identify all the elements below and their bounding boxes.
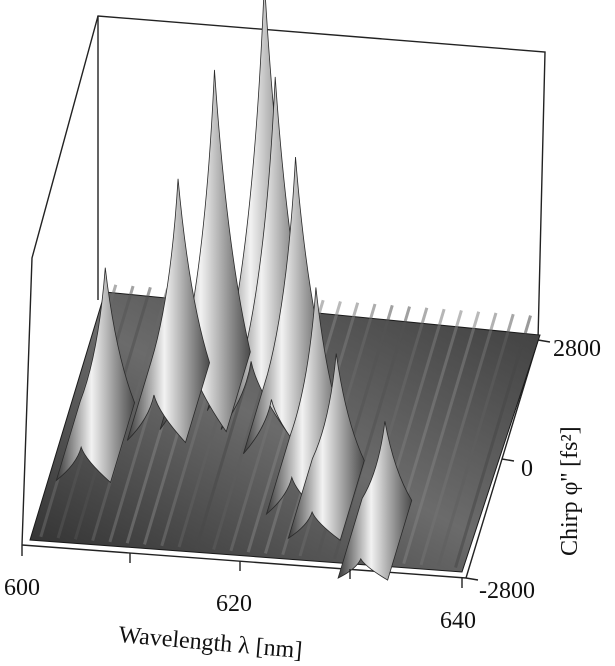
y-tick-2800: 2800 xyxy=(553,336,601,362)
x-tick-600: 600 xyxy=(4,575,40,601)
striation xyxy=(419,312,498,566)
surface-peak xyxy=(126,178,210,444)
y-axis-label: Chirp φ'' [fs²] xyxy=(557,426,583,556)
surface-peak xyxy=(287,353,365,541)
striation xyxy=(436,313,515,567)
striation xyxy=(402,311,481,565)
y-axis-ticks xyxy=(465,339,551,581)
x-tick-640: 640 xyxy=(440,608,476,634)
x-tick-620: 620 xyxy=(216,591,252,617)
striation xyxy=(454,315,532,568)
surface-peak xyxy=(337,421,413,581)
box-frame xyxy=(21,15,546,579)
surface-peaks xyxy=(55,0,413,581)
x-axis-label: Wavelength λ [nm] xyxy=(117,622,303,664)
x-axis-ticks xyxy=(21,545,463,588)
surface-peak xyxy=(55,267,136,484)
y-tick-neg2800: -2800 xyxy=(479,578,535,604)
y-tick-0: 0 xyxy=(521,456,533,482)
